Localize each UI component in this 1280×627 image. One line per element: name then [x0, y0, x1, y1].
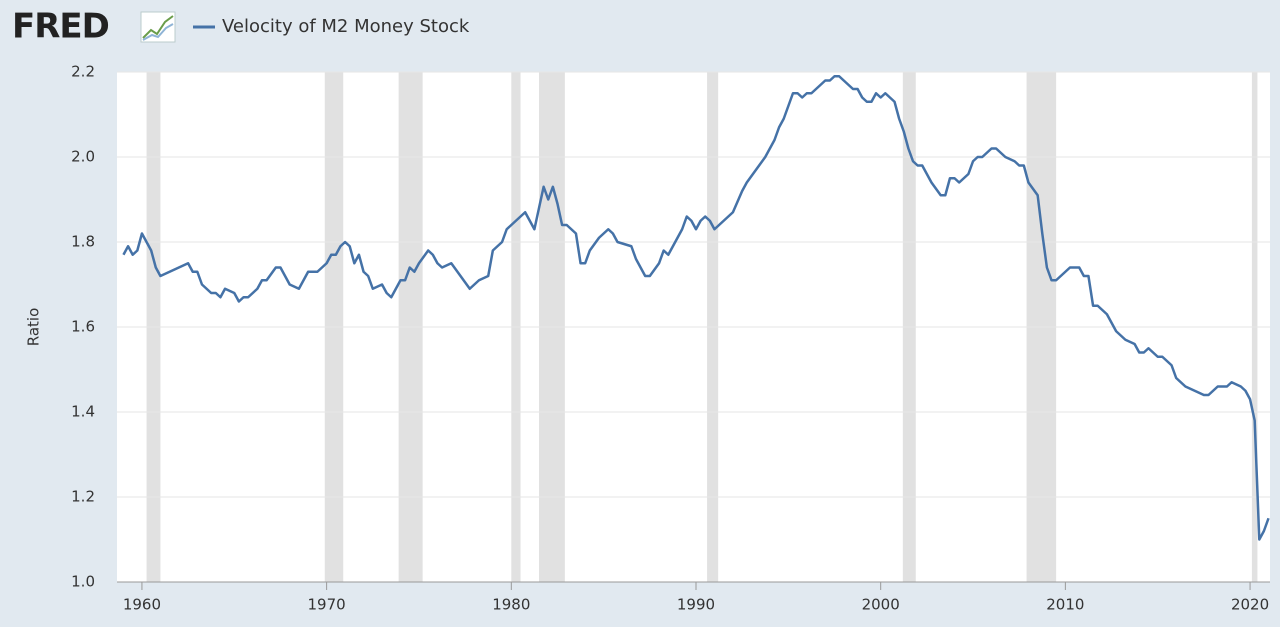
x-tick-label: 2010: [1046, 596, 1084, 614]
x-tick-label: 1990: [677, 596, 715, 614]
x-tick-label: 2000: [862, 596, 900, 614]
y-tick-label: 2.2: [71, 63, 95, 81]
logo: FRED: [12, 7, 109, 47]
x-tick-label: 1960: [123, 596, 161, 614]
x-tick-label: 1980: [492, 596, 530, 614]
logo-line: [142, 15, 174, 39]
logo-icon: [140, 11, 176, 43]
x-tick-label: 1970: [308, 596, 346, 614]
y-tick-label: 1.2: [71, 488, 95, 506]
legend-label: Velocity of M2 Money Stock: [222, 16, 470, 37]
y-axis-label: Ratio: [25, 308, 43, 347]
logo-line: [142, 23, 174, 41]
y-tick-label: 1.8: [71, 233, 95, 251]
y-tick-label: 1.4: [71, 403, 95, 421]
y-tick-label: 2.0: [71, 148, 95, 166]
x-tick-label: 2020: [1231, 596, 1269, 614]
y-tick-label: 1.0: [71, 573, 95, 591]
data-line: [122, 75, 1270, 541]
y-tick-label: 1.6: [71, 318, 95, 336]
